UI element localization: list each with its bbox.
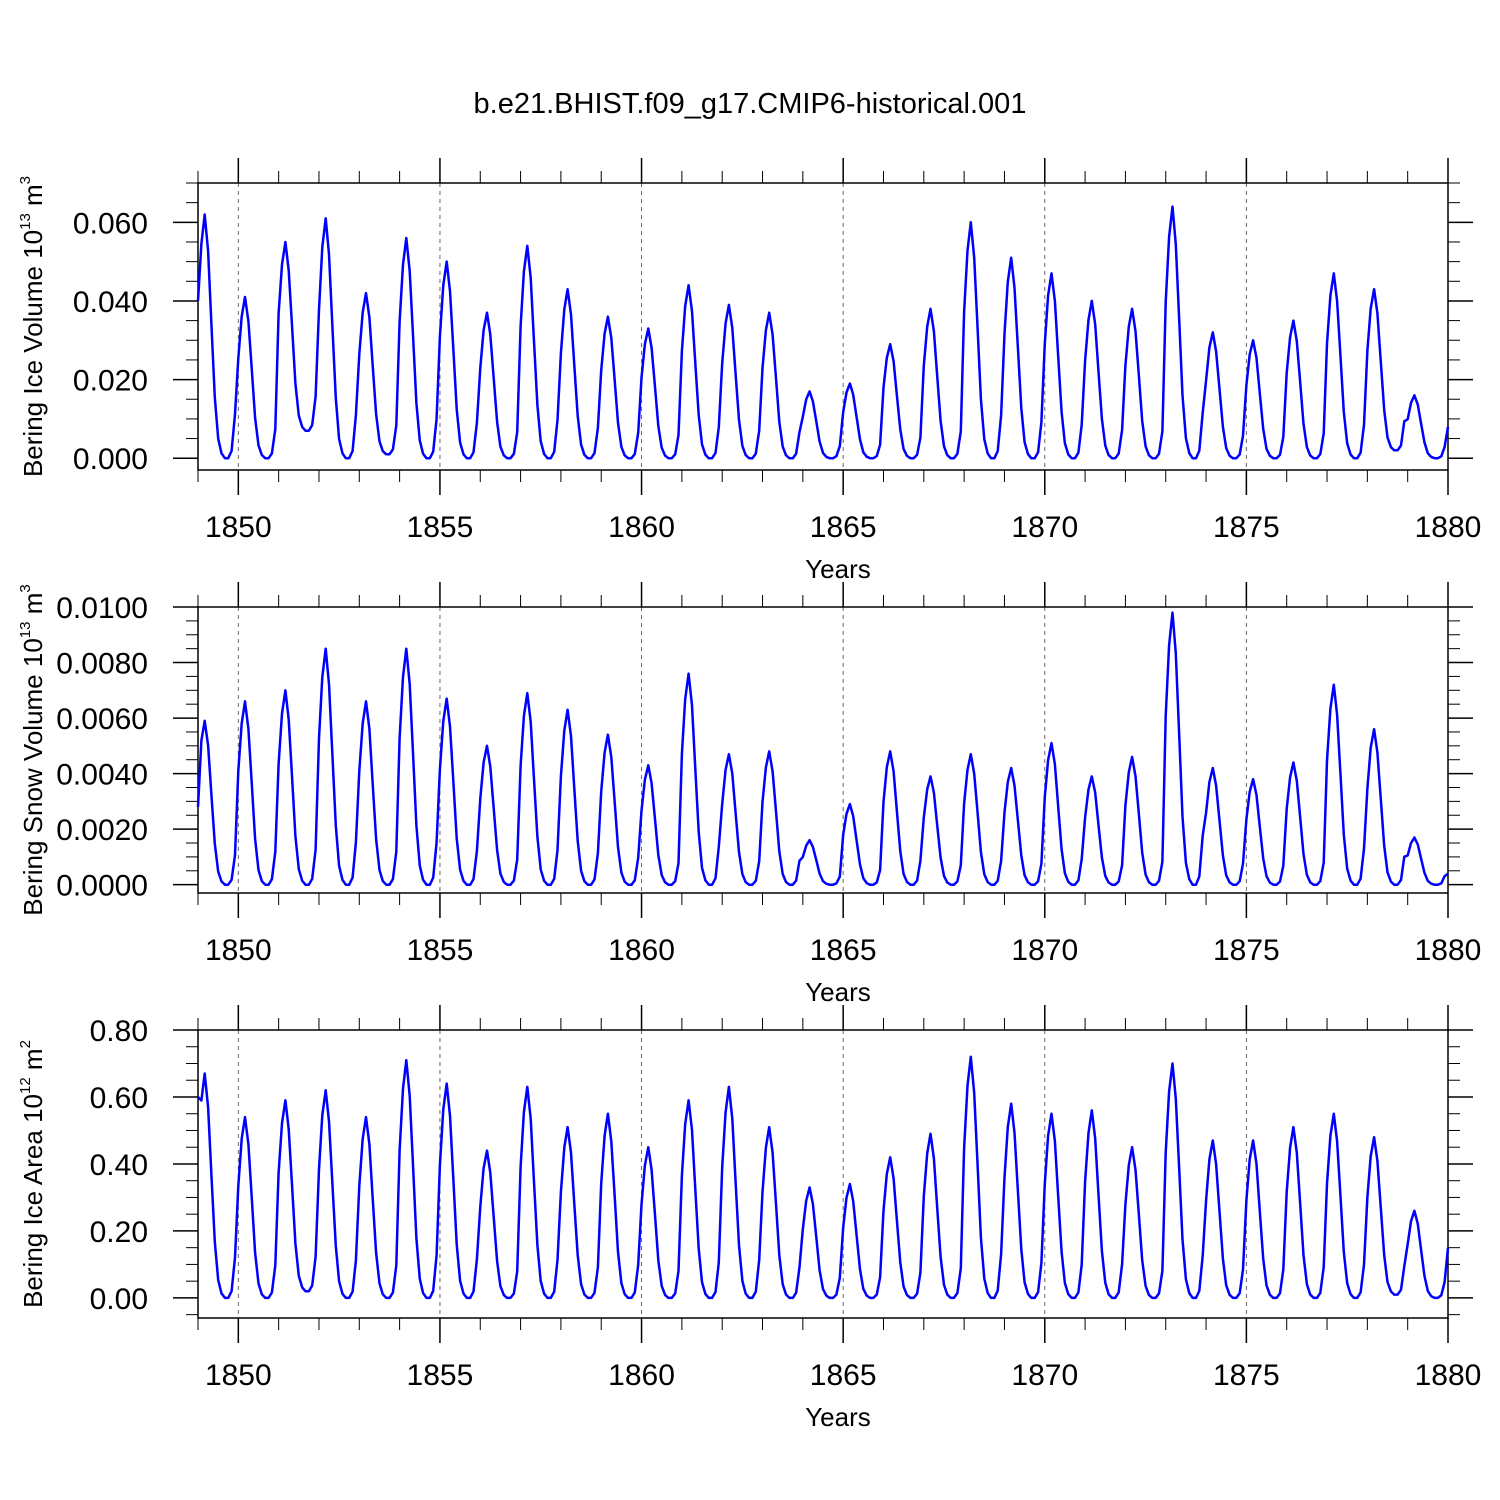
y-axis-unit-symbol: m — [18, 593, 48, 622]
y-axis-unit-power: 2 — [17, 1040, 34, 1048]
panel-snow-volume: 1850 1855 1860 1865 1870 1875 1880 0.0000 0.0020… — [17, 582, 1481, 1007]
panel-ice-area: 1850 1855 1860 1865 1870 1875 1880 0.00 0.20 0.40… — [17, 1005, 1481, 1432]
y-tick-label: 0.40 — [90, 1149, 148, 1182]
y-tick-label: 0.0040 — [56, 759, 148, 792]
x-tick-label: 1865 — [810, 934, 877, 967]
y-tick-label: 0.000 — [73, 443, 148, 476]
y-axis-unit-symbol: m — [18, 1048, 48, 1077]
x-tick-label: 1880 — [1415, 934, 1482, 967]
y-tick-label: 0.060 — [73, 207, 148, 240]
x-tick-label: 1870 — [1011, 511, 1078, 544]
y-axis-label: Bering Ice Volume 1013 m3 — [17, 176, 48, 477]
x-tick-label: 1860 — [608, 1359, 675, 1392]
y-axis-unit-power: 3 — [17, 176, 34, 184]
y-tick-label: 0.80 — [90, 1015, 148, 1048]
y-axis-label-name: Bering Ice Volume 10 — [18, 230, 48, 477]
series-line — [197, 1055, 1450, 1300]
x-tick-label: 1850 — [205, 511, 272, 544]
plot-frame — [197, 606, 1449, 894]
x-tick-label: 1875 — [1213, 1359, 1280, 1392]
y-tick-label: 0.60 — [90, 1082, 148, 1115]
y-tick-label: 0.0000 — [56, 870, 148, 903]
y-axis-label-name: Bering Ice Area 10 — [18, 1094, 48, 1308]
x-tick-label: 1855 — [407, 1359, 474, 1392]
x-tick-label: 1870 — [1011, 1359, 1078, 1392]
x-tick-label: 1850 — [205, 1359, 272, 1392]
x-tick-label: 1855 — [407, 934, 474, 967]
x-axis-label: Years — [805, 977, 871, 1007]
y-tick-label: 0.0020 — [56, 814, 148, 847]
y-tick-label: 0.0060 — [56, 703, 148, 736]
y-axis-unit-power: 3 — [17, 584, 34, 592]
y-axis-label: Bering Ice Area 1012 m2 — [17, 1040, 48, 1308]
y-axis-label: Bering Snow Volume 1013 m3 — [17, 584, 48, 915]
plot-frame — [197, 182, 1449, 471]
x-tick-label: 1870 — [1011, 934, 1078, 967]
y-axis-unit-exponent: 13 — [17, 213, 34, 230]
y-axis-label-name: Bering Snow Volume 10 — [18, 638, 48, 916]
figure-title: b.e21.BHIST.f09_g17.CMIP6-historical.001 — [473, 88, 1027, 120]
x-axis-label: Years — [805, 1402, 871, 1432]
x-tick-label: 1865 — [810, 1359, 877, 1392]
x-tick-label: 1860 — [608, 934, 675, 967]
y-tick-label: 0.020 — [73, 365, 148, 398]
x-tick-label: 1880 — [1415, 1359, 1482, 1392]
x-tick-label: 1860 — [608, 511, 675, 544]
plot-frame — [197, 1029, 1449, 1319]
x-tick-label: 1875 — [1213, 511, 1280, 544]
y-tick-label: 0.20 — [90, 1216, 148, 1249]
y-axis-unit-symbol: m — [18, 184, 48, 213]
x-axis-label: Years — [805, 554, 871, 584]
y-axis-unit-exponent: 13 — [17, 622, 34, 639]
x-tick-label: 1875 — [1213, 934, 1280, 967]
panel-ice-volume: 1850 1855 1860 1865 1870 1875 1880 0.000 0.020 0.… — [17, 158, 1481, 584]
series-line — [196, 611, 1449, 886]
y-axis-unit-exponent: 12 — [17, 1077, 34, 1094]
y-tick-label: 0.040 — [73, 286, 148, 319]
series-line — [196, 205, 1450, 460]
y-tick-label: 0.0080 — [56, 648, 148, 681]
x-tick-label: 1850 — [205, 934, 272, 967]
y-tick-label: 0.0100 — [56, 592, 148, 625]
x-tick-label: 1880 — [1415, 511, 1482, 544]
x-tick-label: 1865 — [810, 511, 877, 544]
y-tick-label: 0.00 — [90, 1283, 148, 1316]
x-tick-label: 1855 — [407, 511, 474, 544]
